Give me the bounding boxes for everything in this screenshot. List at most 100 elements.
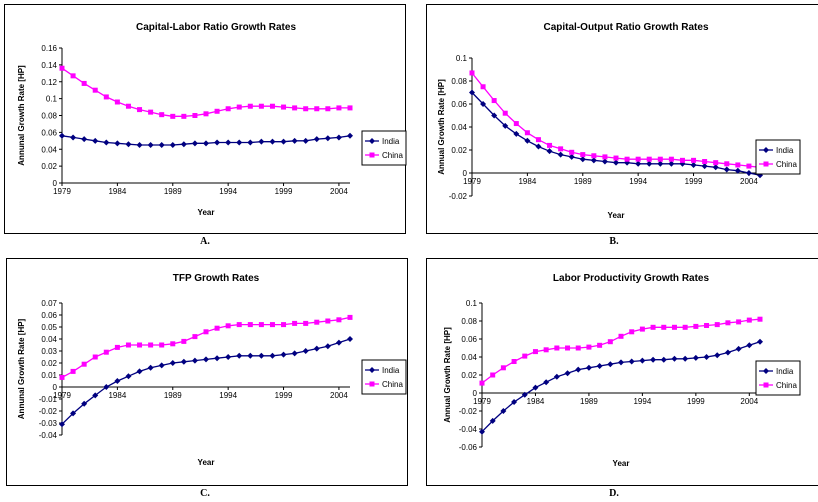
y-tick-label: -0.01 <box>39 395 58 404</box>
data-point <box>336 105 342 111</box>
y-axis-label: Annunal Growth Rate [HP] <box>17 65 26 166</box>
data-point <box>347 336 353 342</box>
data-point <box>618 359 624 366</box>
chart-title: Labor Productivity Growth Rates <box>553 273 710 284</box>
legend-label: India <box>776 146 794 155</box>
y-tick-label: 0.02 <box>41 359 57 368</box>
data-point <box>613 159 619 166</box>
data-point <box>568 153 575 160</box>
data-point <box>148 109 154 115</box>
data-point <box>125 141 132 148</box>
data-point <box>214 325 220 331</box>
data-point <box>479 380 485 386</box>
data-point <box>500 408 507 414</box>
legend-label: China <box>776 381 797 390</box>
data-point <box>92 137 99 144</box>
data-point <box>269 103 275 109</box>
data-point <box>314 106 320 112</box>
data-point <box>347 105 353 111</box>
x-tick-label: 1984 <box>527 397 545 406</box>
data-point <box>724 349 731 356</box>
data-point <box>203 356 209 363</box>
data-point <box>169 360 176 366</box>
data-point <box>203 140 209 147</box>
data-point <box>203 111 209 117</box>
data-point <box>639 326 645 332</box>
data-point <box>280 351 287 358</box>
data-point <box>136 142 143 149</box>
data-point <box>192 334 198 340</box>
data-point <box>137 342 143 348</box>
chart-frame <box>426 258 818 486</box>
data-point <box>692 354 699 361</box>
y-tick-label: -0.02 <box>449 192 468 201</box>
data-point <box>336 317 342 323</box>
data-point <box>725 320 731 326</box>
y-tick-label: 0 <box>473 389 478 398</box>
x-tick-label: 1999 <box>275 187 293 196</box>
data-point <box>635 156 641 162</box>
y-tick-label: 0.03 <box>41 347 57 356</box>
data-point <box>170 113 176 119</box>
data-point <box>502 122 509 129</box>
data-point <box>103 384 110 390</box>
chart-caption: B. <box>609 236 619 247</box>
x-tick-label: 1979 <box>473 397 491 406</box>
data-point <box>292 105 298 111</box>
data-point <box>657 156 663 162</box>
y-tick-label: 0.06 <box>41 128 57 137</box>
x-tick-label: 1984 <box>108 391 126 400</box>
data-point <box>703 354 710 360</box>
y-tick-label: 0.06 <box>41 311 57 320</box>
data-point <box>247 139 254 146</box>
y-tick-label: -0.04 <box>459 425 478 434</box>
data-point <box>136 368 143 375</box>
data-point <box>590 157 597 164</box>
x-tick-label: 1979 <box>53 187 71 196</box>
data-point <box>657 160 664 167</box>
y-tick-label: -0.02 <box>459 407 478 416</box>
data-point <box>313 136 320 143</box>
y-tick-label: 0.08 <box>461 317 477 326</box>
x-tick-label: 2004 <box>330 391 348 400</box>
data-point <box>70 368 76 374</box>
data-point <box>746 163 752 169</box>
data-point <box>125 373 132 380</box>
data-point <box>714 322 720 328</box>
data-point <box>325 106 331 112</box>
legend-marker <box>369 152 375 158</box>
data-point <box>269 138 276 145</box>
data-point <box>591 153 597 159</box>
data-point <box>607 339 613 345</box>
data-point <box>535 137 541 143</box>
y-tick-label: 0.04 <box>41 335 57 344</box>
data-point <box>635 160 642 167</box>
legend-marker <box>763 368 769 374</box>
data-point <box>646 160 653 167</box>
y-tick-label: 0.06 <box>451 100 467 109</box>
data-point <box>613 155 619 161</box>
data-point <box>59 421 65 428</box>
chart-caption: A. <box>200 236 210 247</box>
data-point <box>513 130 520 137</box>
data-point <box>602 154 608 160</box>
y-tick-label: 0.05 <box>41 323 57 332</box>
data-point <box>214 108 220 114</box>
data-point <box>702 159 708 164</box>
chart-title: TFP Growth Rates <box>173 273 260 284</box>
data-point <box>522 353 528 359</box>
data-point <box>524 130 530 136</box>
data-point <box>325 318 331 324</box>
chart-svg: Capital-Output Ratio Growth Rates -0.02 0 0… <box>437 22 801 220</box>
data-point <box>191 140 198 147</box>
data-point <box>714 352 721 359</box>
data-point <box>701 163 708 170</box>
data-point <box>147 364 154 371</box>
data-point <box>746 342 753 349</box>
y-tick-label: 0.14 <box>41 61 57 70</box>
data-point <box>203 329 209 335</box>
data-point <box>236 139 243 146</box>
data-point <box>628 358 635 365</box>
y-tick-label: -0.02 <box>39 407 58 416</box>
x-tick-label: 1999 <box>687 397 705 406</box>
